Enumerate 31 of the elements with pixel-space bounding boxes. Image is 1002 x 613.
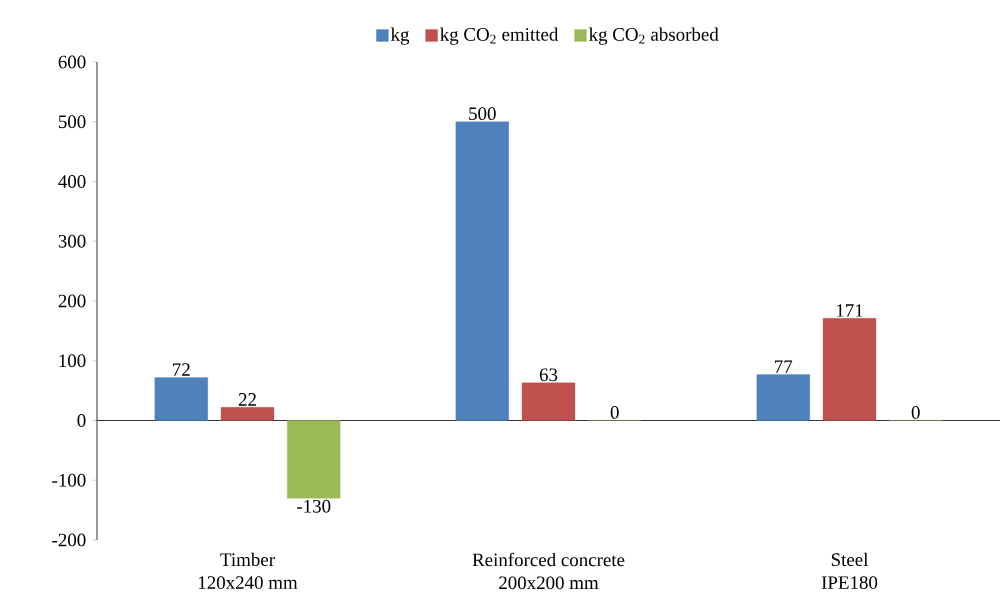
bar: [220, 407, 275, 421]
bar: [455, 121, 509, 421]
data-label: 22: [238, 393, 256, 406]
legend-label: kg: [390, 27, 410, 45]
x-tick-label: Reinforced concrete 200x200 mm: [472, 552, 625, 590]
data-label: 0: [911, 406, 920, 419]
legend-label: kg CO$_{2}$ absorbed: [588, 27, 719, 45]
data-label: 0: [610, 406, 619, 419]
y-tick-label: 600: [58, 55, 86, 69]
data-label: 63: [539, 368, 558, 382]
bar: [521, 382, 576, 421]
bar: [287, 420, 341, 499]
y-tick-label: 100: [59, 354, 86, 368]
x-tick-label: Steel IPE180: [821, 552, 878, 589]
data-label: 72: [173, 363, 190, 376]
bar: [756, 374, 810, 421]
y-tick-label: 0: [77, 414, 86, 427]
y-tick-label: -200: [52, 533, 86, 547]
y-tick-label: 300: [58, 234, 86, 248]
y-tick-label: -100: [52, 473, 86, 487]
data-label: -130: [297, 499, 331, 513]
data-label: 171: [836, 304, 863, 317]
data-label: 77: [775, 360, 793, 373]
legend-label: kg CO$_{2}$ emitted: [440, 27, 559, 45]
y-tick-label: 500: [58, 115, 86, 129]
y-tick-label: 400: [58, 175, 86, 188]
data-label: 500: [469, 107, 496, 121]
bar: [822, 318, 877, 421]
bar: [154, 377, 208, 421]
y-tick-label: 200: [58, 294, 86, 308]
x-tick-label: Timber 120x240 mm: [198, 552, 298, 589]
